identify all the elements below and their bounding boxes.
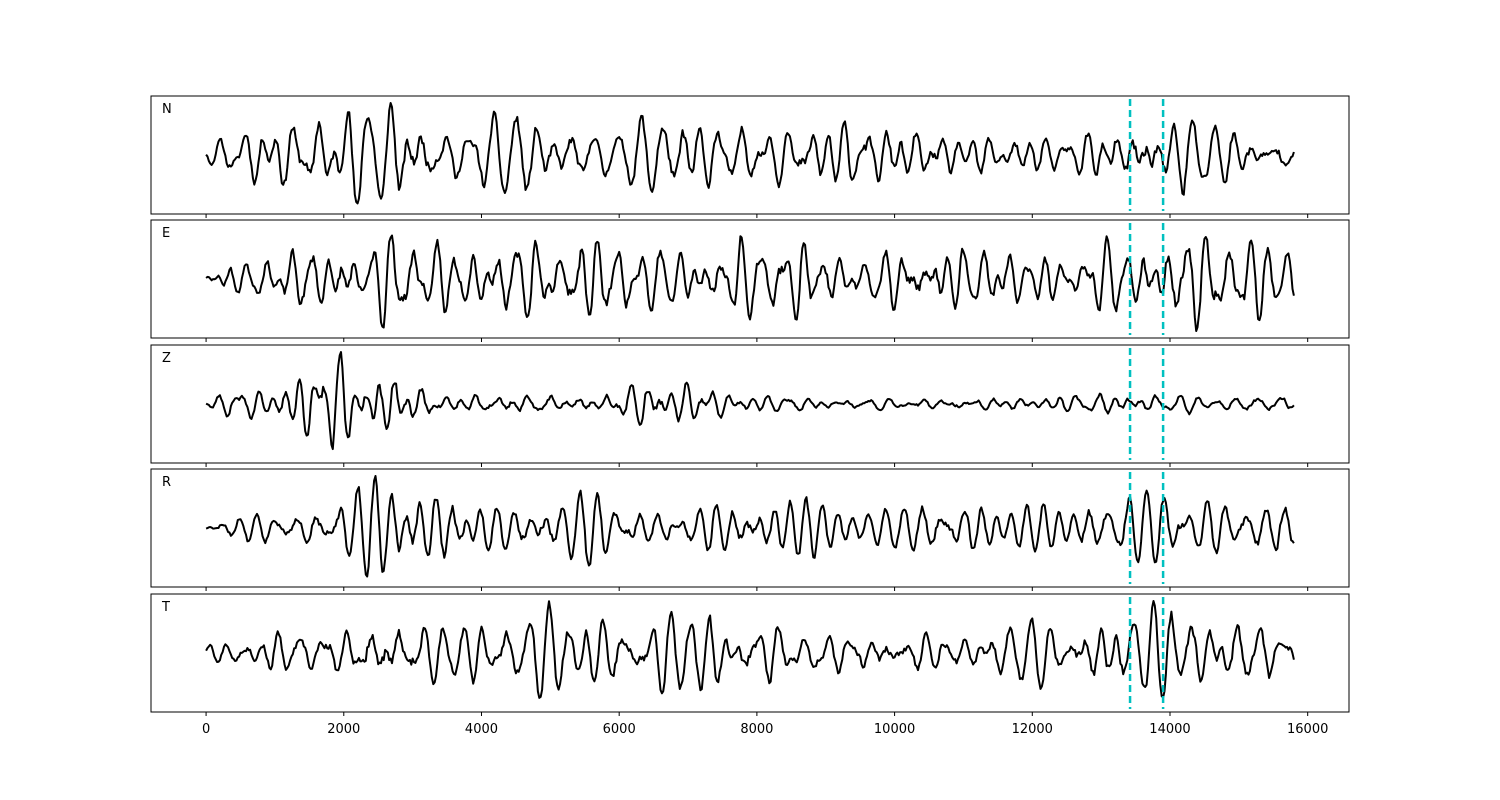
x-tick-label: 14000	[1149, 722, 1190, 737]
panel-r: R	[150, 468, 1350, 591]
panel-label-t: T	[161, 600, 170, 615]
panel-e: E	[150, 219, 1350, 342]
panel-frame	[150, 344, 1350, 464]
series-line-r	[205, 475, 1295, 578]
panel-n: N	[150, 95, 1350, 218]
panel-frame	[150, 95, 1350, 215]
x-tick-label: 8000	[740, 722, 773, 737]
x-tick-label: 6000	[603, 722, 636, 737]
x-tick-label: 4000	[465, 722, 498, 737]
x-tick-label: 16000	[1287, 722, 1328, 737]
x-tick-label: 10000	[874, 722, 915, 737]
panel-t: T	[150, 593, 1350, 716]
panel-label-e: E	[162, 226, 170, 241]
trace-panels: N E Z R T	[150, 95, 1350, 716]
panel-label-r: R	[162, 475, 171, 490]
x-tick-label: 2000	[327, 722, 360, 737]
panel-frame	[150, 468, 1350, 588]
series-line-n	[205, 102, 1295, 205]
x-axis: 0 2000 4000 6000 8000 10000 12000 14000 16000	[202, 722, 1328, 737]
series-line-z	[205, 351, 1295, 451]
x-tick-label: 12000	[1012, 722, 1053, 737]
panel-z: Z	[150, 344, 1350, 467]
panel-label-n: N	[162, 102, 172, 117]
panel-label-z: Z	[162, 351, 171, 366]
series-line-e	[205, 234, 1295, 332]
panel-frame	[150, 593, 1350, 713]
x-tick-label: 0	[202, 722, 210, 737]
series-line-t	[205, 600, 1295, 699]
panel-frame	[150, 219, 1350, 339]
